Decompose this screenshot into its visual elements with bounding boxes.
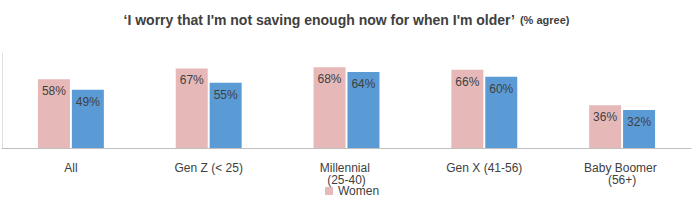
svg-text:(% agree): (% agree) — [520, 14, 570, 26]
svg-text:‘I worry that I'm not saving e: ‘I worry that I'm not saving enough now … — [124, 12, 515, 28]
svg-text:Women: Women — [338, 184, 379, 198]
svg-text:Millennial: Millennial — [319, 161, 374, 175]
svg-text:49%: 49% — [76, 95, 100, 109]
svg-text:58%: 58% — [42, 84, 66, 98]
svg-text:32%: 32% — [627, 115, 651, 129]
svg-text:64%: 64% — [351, 77, 375, 91]
svg-text:68%: 68% — [318, 72, 342, 86]
svg-text:67%: 67% — [180, 73, 204, 87]
svg-text:Gen X (41-56): Gen X (41-56) — [446, 161, 522, 175]
svg-text:All: All — [64, 161, 77, 175]
svg-text:Baby Boomer: Baby Boomer — [584, 161, 661, 175]
svg-text:66%: 66% — [455, 75, 479, 89]
svg-text:36%: 36% — [593, 110, 617, 124]
svg-text:(56+): (56+) — [608, 173, 636, 187]
svg-text:(25-40): (25-40) — [327, 173, 366, 187]
svg-text:55%: 55% — [214, 88, 238, 102]
svg-text:60%: 60% — [489, 82, 513, 96]
svg-text:Gen Z (< 25): Gen Z (< 25) — [175, 161, 243, 175]
